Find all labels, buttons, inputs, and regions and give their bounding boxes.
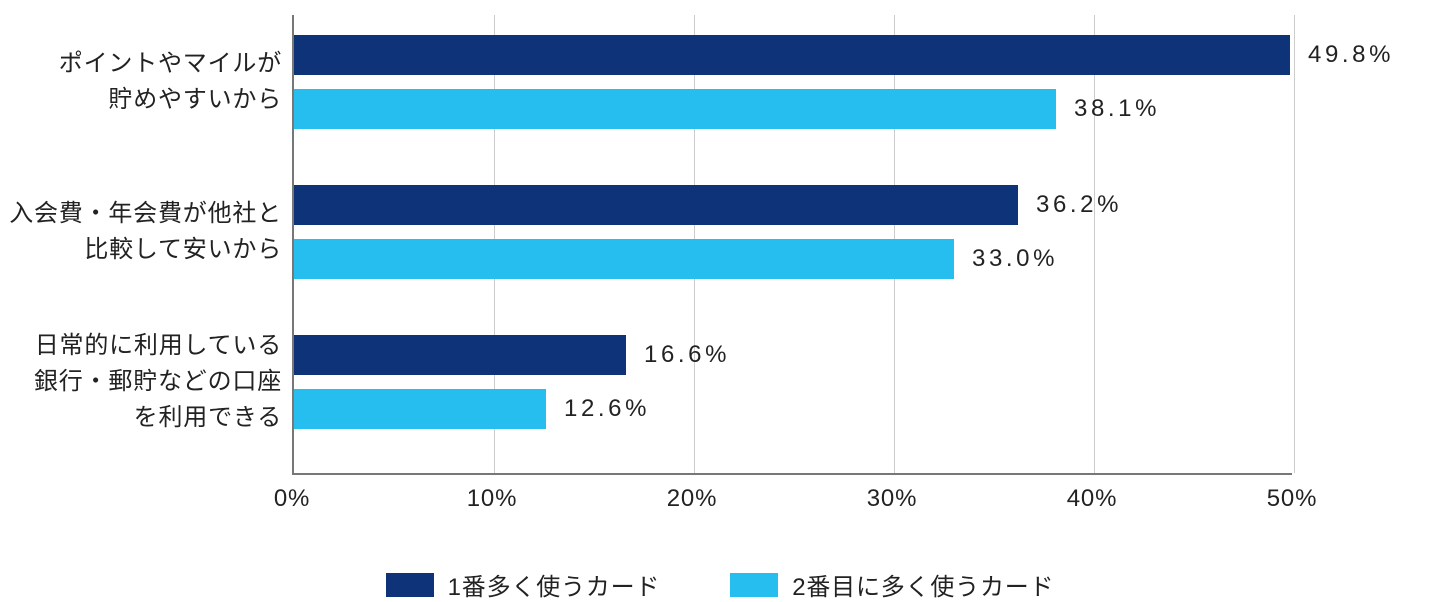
bar-s1: 16.6% (294, 335, 626, 375)
bar-value-label: 12.6% (564, 395, 650, 423)
bar-value-label: 33.0% (972, 245, 1058, 273)
legend-label: 1番多く使うカード (448, 567, 661, 602)
x-tick-label: 10% (467, 485, 517, 513)
legend-swatch (730, 573, 778, 597)
bar-s1: 36.2% (294, 185, 1018, 225)
legend-swatch (386, 573, 434, 597)
x-tick-label: 30% (867, 485, 917, 513)
category-group: ポイントやマイルが貯めやすいから49.8%38.1% (294, 35, 1292, 129)
legend-label: 2番目に多く使うカード (792, 567, 1054, 602)
x-tick-label: 0% (274, 485, 310, 513)
bar-value-label: 49.8% (1308, 41, 1394, 69)
bar-value-label: 16.6% (644, 341, 730, 369)
legend-item: 2番目に多く使うカード (730, 567, 1054, 602)
category-label: 入会費・年会費が他社と比較して安いから (2, 196, 282, 268)
bar-s2: 33.0% (294, 239, 954, 279)
legend: 1番多く使うカード 2番目に多く使うカード (0, 567, 1440, 602)
x-tick-label: 20% (667, 485, 717, 513)
plot-area: ポイントやマイルが貯めやすいから49.8%38.1%入会費・年会費が他社と比較し… (292, 15, 1292, 475)
bar-s2: 12.6% (294, 389, 546, 429)
bar-s2: 38.1% (294, 89, 1056, 129)
x-tick-label: 40% (1067, 485, 1117, 513)
category-label: ポイントやマイルが貯めやすいから (2, 46, 282, 118)
gridline (1294, 15, 1295, 473)
legend-item: 1番多く使うカード (386, 567, 661, 602)
category-group: 入会費・年会費が他社と比較して安いから36.2%33.0% (294, 185, 1292, 279)
bar-value-label: 38.1% (1074, 95, 1160, 123)
x-tick-label: 50% (1267, 485, 1317, 513)
category-label: 日常的に利用している銀行・郵貯などの口座を利用できる (2, 328, 282, 436)
bar-s1: 49.8% (294, 35, 1290, 75)
category-group: 日常的に利用している銀行・郵貯などの口座を利用できる16.6%12.6% (294, 335, 1292, 429)
bar-value-label: 36.2% (1036, 191, 1122, 219)
